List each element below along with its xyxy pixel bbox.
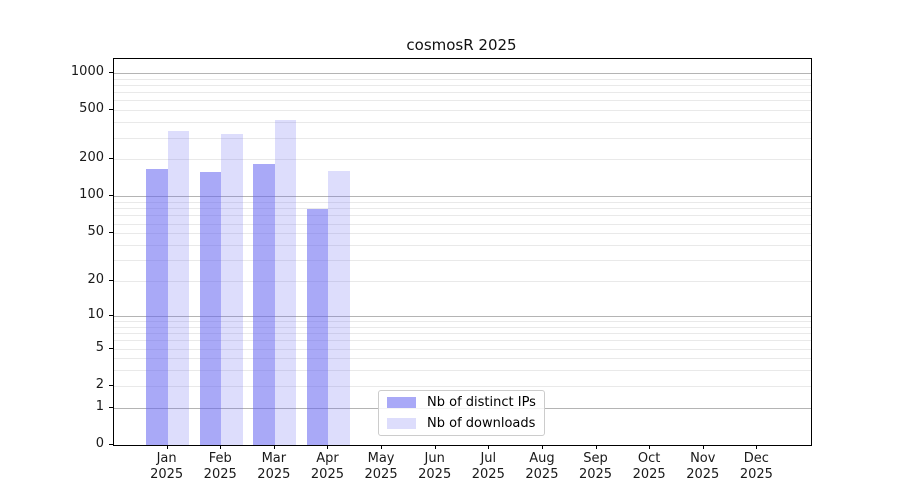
x-tick-mark bbox=[273, 445, 275, 449]
major-gridline bbox=[114, 72, 811, 74]
major-gridline bbox=[114, 315, 811, 317]
x-tick-mark bbox=[434, 445, 436, 449]
y-tick-mark bbox=[109, 232, 113, 234]
x-tick-mark bbox=[220, 445, 222, 449]
minor-gridline bbox=[114, 333, 811, 335]
y-tick-mark bbox=[109, 444, 113, 445]
y-axis-tick-label: 500 bbox=[79, 101, 104, 117]
minor-gridline bbox=[114, 84, 811, 86]
minor-gridline bbox=[114, 340, 811, 342]
minor-gridline bbox=[114, 215, 811, 217]
x-axis-tick-label: Sep 2025 bbox=[578, 451, 613, 482]
minor-gridline bbox=[114, 137, 811, 139]
minor-gridline bbox=[114, 223, 811, 225]
minor-gridline bbox=[114, 110, 811, 112]
minor-gridline bbox=[114, 202, 811, 204]
y-tick-mark bbox=[109, 158, 113, 160]
bar-jan-downloads bbox=[167, 130, 190, 445]
y-tick-mark bbox=[109, 109, 113, 111]
x-axis-tick-label: Dec 2025 bbox=[739, 451, 773, 482]
bar-apr-downloads bbox=[328, 171, 350, 445]
major-gridline bbox=[114, 196, 811, 198]
x-axis-tick-label: Jan 2025 bbox=[150, 451, 184, 482]
minor-gridline bbox=[114, 122, 811, 124]
y-axis-tick-label: 200 bbox=[79, 150, 104, 166]
plot-area bbox=[113, 58, 812, 446]
x-axis-tick-label: Apr 2025 bbox=[310, 451, 344, 482]
bar-feb-distinct-ips bbox=[199, 171, 222, 445]
x-tick-mark bbox=[756, 445, 758, 449]
y-axis-tick-label: 50 bbox=[87, 224, 104, 240]
x-tick-mark bbox=[488, 445, 490, 449]
minor-gridline bbox=[114, 260, 811, 262]
chart-title: cosmosR 2025 bbox=[406, 36, 517, 54]
minor-gridline bbox=[114, 233, 811, 235]
y-tick-mark bbox=[109, 280, 113, 282]
bar-apr-distinct-ips bbox=[307, 209, 329, 445]
minor-gridline bbox=[114, 100, 811, 102]
y-axis-tick-label: 20 bbox=[87, 272, 104, 288]
bar-mar-downloads bbox=[274, 119, 297, 445]
x-axis-tick-label: Aug 2025 bbox=[525, 451, 559, 482]
minor-gridline bbox=[114, 358, 811, 360]
x-tick-mark bbox=[702, 445, 704, 449]
x-tick-mark bbox=[166, 445, 168, 449]
legend-swatch-distinct-ips bbox=[387, 397, 416, 409]
x-axis-tick-label: May 2025 bbox=[364, 451, 398, 482]
y-axis-tick-label: 2 bbox=[95, 376, 104, 392]
minor-gridline bbox=[114, 370, 811, 372]
x-tick-mark bbox=[541, 445, 543, 449]
x-axis-tick-label: Mar 2025 bbox=[257, 451, 291, 482]
y-axis-tick-label: 1 bbox=[95, 398, 104, 414]
x-tick-mark bbox=[327, 445, 329, 449]
legend-swatch-downloads bbox=[387, 417, 416, 429]
y-tick-mark bbox=[109, 314, 113, 316]
y-tick-mark bbox=[109, 71, 113, 73]
y-axis-tick-label: 10 bbox=[87, 306, 104, 322]
y-axis-tick-label: 1000 bbox=[70, 63, 104, 79]
y-axis-tick-label: 100 bbox=[79, 187, 104, 203]
minor-gridline bbox=[114, 321, 811, 322]
x-tick-mark bbox=[381, 445, 383, 449]
x-axis-tick-label: Jun 2025 bbox=[418, 451, 452, 482]
y-tick-mark bbox=[109, 406, 113, 408]
minor-gridline bbox=[114, 281, 811, 283]
x-tick-mark bbox=[649, 445, 651, 449]
x-tick-mark bbox=[595, 445, 597, 449]
minor-gridline bbox=[114, 348, 811, 350]
legend-item-distinct-ips: Nb of distinct IPs bbox=[387, 394, 536, 412]
legend-label-downloads: Nb of downloads bbox=[427, 415, 536, 431]
y-tick-mark bbox=[109, 195, 113, 197]
y-tick-mark bbox=[109, 347, 113, 349]
minor-gridline bbox=[114, 385, 811, 387]
y-axis-tick-label: 5 bbox=[95, 339, 104, 355]
minor-gridline bbox=[114, 92, 811, 94]
minor-gridline bbox=[114, 326, 811, 328]
legend: Nb of distinct IPs Nb of downloads bbox=[378, 390, 545, 436]
x-axis-tick-label: Nov 2025 bbox=[686, 451, 720, 482]
bar-mar-distinct-ips bbox=[253, 164, 275, 445]
minor-gridline bbox=[114, 159, 811, 161]
bar-jan-distinct-ips bbox=[146, 168, 168, 445]
x-axis-tick-label: Jul 2025 bbox=[471, 451, 505, 482]
x-axis-tick-label: Oct 2025 bbox=[632, 451, 666, 482]
minor-gridline bbox=[114, 245, 811, 246]
minor-gridline bbox=[114, 208, 811, 210]
y-axis-tick-label: 0 bbox=[95, 436, 104, 451]
y-tick-mark bbox=[109, 384, 113, 386]
bar-feb-downloads bbox=[221, 133, 243, 445]
legend-item-downloads: Nb of downloads bbox=[387, 415, 536, 433]
minor-gridline bbox=[114, 78, 811, 80]
legend-label-distinct-ips: Nb of distinct IPs bbox=[427, 395, 536, 411]
x-axis-tick-label: Feb 2025 bbox=[203, 451, 237, 482]
